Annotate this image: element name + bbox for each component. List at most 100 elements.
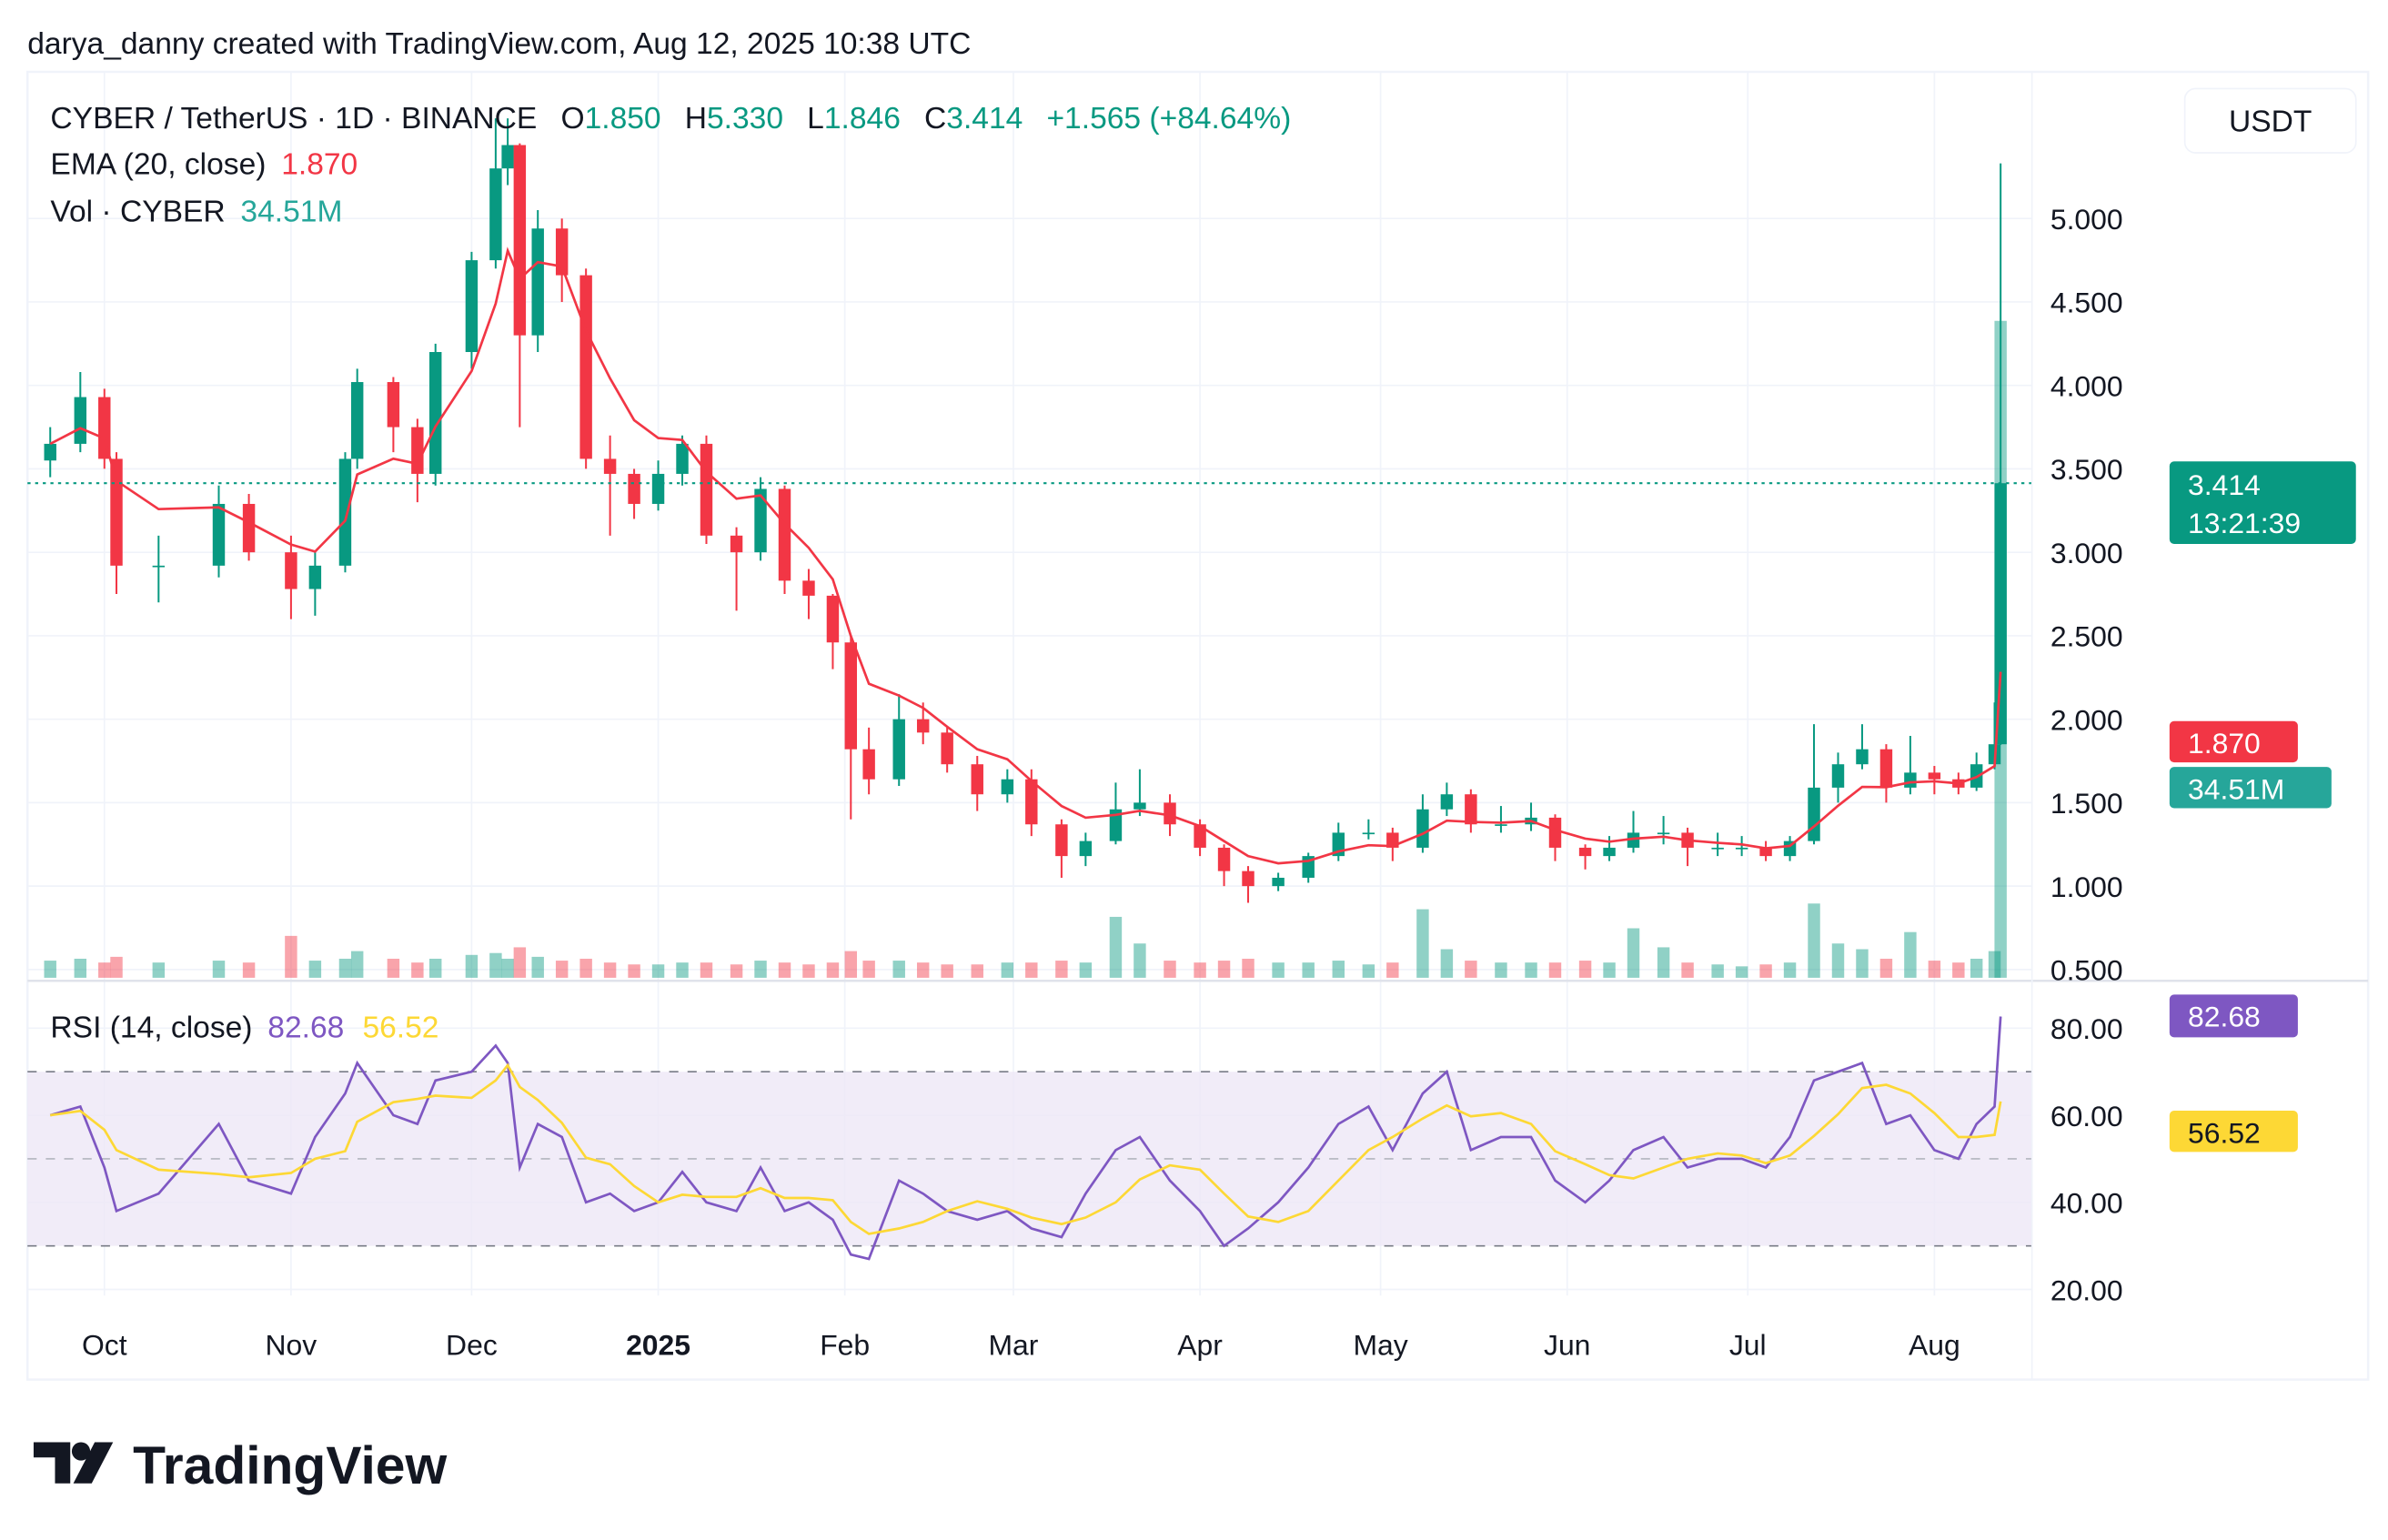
symbol-legend: CYBER / TetherUS · 1D · BINANCE O1.850 H… [50,102,1291,136]
candle-body [1856,749,1869,765]
high-value: 5.330 [707,102,783,136]
axes: 0.500 1.000 1.500 2.000 2.500 3.000 3.500 4.000… [82,203,2123,1362]
rsi-tick-label: 60.00 [2050,1100,2123,1132]
last-price-label: 3.414 13:21:39 [2169,461,2356,544]
price-tick-label: 3.500 [2050,453,2123,486]
volume-bar [1495,962,1507,978]
currency-button[interactable]: USDT [2183,87,2357,154]
candle-body [778,488,791,581]
volume-price-label: 34.51M [2169,767,2332,809]
attribution-text: darya_danny created with TradingView.com… [27,27,971,61]
volume-bar [338,958,352,978]
volume-bar [212,961,226,978]
tradingview-logo-text: TradingView [133,1436,447,1495]
candle-body [98,397,111,459]
rsi-axis-label: 82.68 [2169,994,2298,1038]
volume-bar [1134,943,1146,978]
volume-bar [1194,962,1206,978]
volume-bar [1386,962,1399,978]
rsi-tick-label: 40.00 [2050,1187,2123,1220]
volume-bar [1970,958,1983,978]
candle-body [1711,847,1724,850]
candle-body [802,580,815,596]
candle-body [350,382,364,459]
ema-legend[interactable]: EMA (20, close) 1.870 [50,148,358,182]
candle-body [1548,817,1562,848]
time-tick-label: Aug [1909,1329,1960,1362]
candle-body [1217,847,1231,871]
candle-body [1440,794,1454,810]
candle-body [1627,832,1640,848]
volume-bar [1440,949,1454,978]
candle-body [862,749,875,780]
rsi-ma-line [50,1062,2002,1235]
volume-bar [1525,962,1537,978]
candle-body [1495,824,1507,826]
volume-bar [74,958,87,978]
volume-bar [892,961,905,978]
volume-bar [971,964,983,978]
tradingview-logo[interactable]: TradingView [33,1436,448,1495]
candle-body [628,473,640,504]
volume-bar [1952,962,1965,978]
volume-bar [285,935,297,978]
volume-bar [44,961,56,978]
candle-body [1025,779,1038,825]
volume-bar [826,962,840,978]
volume-bar [465,954,479,978]
time-tick-label: Jun [1544,1329,1590,1362]
price-tick-label: 2.500 [2050,620,2123,653]
price-tick-label: 4.500 [2050,287,2123,319]
rsi-legend[interactable]: RSI (14, close) 82.68 56.52 [50,1011,438,1044]
volume-bar [579,958,592,978]
price-tick-label: 0.500 [2050,954,2123,987]
volume-bar [730,964,743,978]
candle-body [1272,877,1285,887]
volume-bar [489,952,502,978]
candle-body [1465,794,1477,825]
rsi-line [49,1016,2002,1261]
price-tick-label: 1.500 [2050,787,2123,820]
tradingview-logo-icon [33,1442,114,1484]
ema-price-label: 1.870 [2169,720,2298,763]
volume-bar [628,964,640,978]
candle-body [676,443,689,474]
volume-bar [1831,943,1845,978]
volume-bar [387,958,400,978]
volume-value: 34.51M [240,196,342,229]
candle-body [501,145,514,169]
candle-body [1808,787,1820,841]
volume-legend[interactable]: Vol · CYBER 34.51M [50,196,342,229]
candle-body [700,443,713,536]
time-tick-label: Dec [446,1329,498,1362]
volume-bar [802,964,815,978]
candle-body [730,535,743,553]
volume-bar [941,964,953,978]
volume-bar [862,961,875,978]
volume-bar [1302,962,1315,978]
volume-bar [1362,964,1375,978]
symbol-name[interactable]: CYBER / TetherUS · 1D · BINANCE [50,102,537,136]
volume-bar [603,962,617,978]
candle-body [892,719,905,780]
volume-bar [152,962,166,978]
volume-bar [242,962,256,978]
time-tick-label: May [1353,1329,1407,1362]
price-candles[interactable] [44,118,2007,903]
candle-body [44,443,56,461]
time-tick-label: Jul [1729,1329,1767,1362]
volume-bar [1079,962,1093,978]
candle-body [1904,772,1917,788]
candle-body [74,397,87,444]
candle-body [1134,802,1146,810]
candle-body [651,473,665,504]
volume-bar [1242,958,1254,978]
volume-bar [1657,947,1670,978]
candle-body [212,503,226,566]
candle-body [941,732,953,765]
candle-body [1879,749,1893,788]
volume-bar [1711,964,1724,978]
volume-bar [1928,961,1941,978]
candle-body [971,764,983,795]
